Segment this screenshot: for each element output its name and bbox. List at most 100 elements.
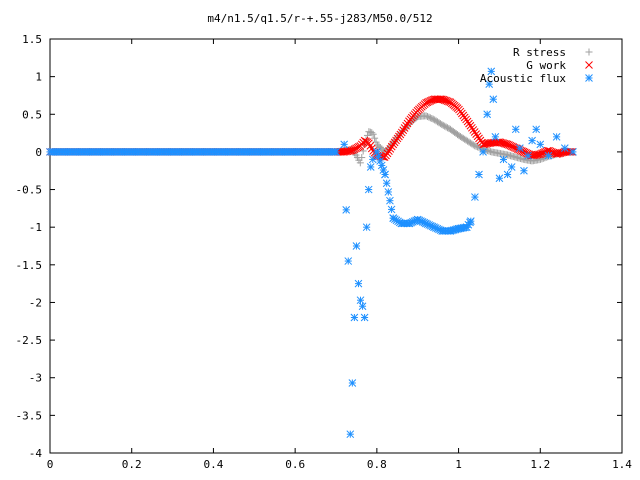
data-point [399, 126, 408, 135]
data-point [502, 140, 511, 148]
data-point [332, 148, 340, 156]
marker-stroke [376, 157, 384, 165]
data-point [524, 151, 532, 160]
marker-stroke [507, 163, 516, 171]
marker-stroke [350, 313, 359, 322]
data-point [499, 155, 508, 164]
legend-marker [585, 61, 593, 69]
data-point [469, 141, 477, 149]
marker-stroke [354, 279, 363, 288]
marker-stroke [403, 119, 412, 128]
marker-stroke [367, 144, 376, 153]
data-point [500, 139, 509, 148]
legend-label: R stress [513, 46, 566, 59]
data-point [553, 150, 562, 158]
data-point [544, 151, 553, 160]
data-point [356, 296, 365, 305]
data-point [386, 145, 395, 153]
marker-stroke [524, 151, 532, 160]
marker-stroke [518, 147, 526, 155]
marker-stroke [358, 302, 367, 311]
marker-stroke [500, 139, 509, 148]
data-point [520, 166, 528, 175]
data-point [440, 96, 449, 104]
data-point [495, 174, 504, 183]
marker-stroke [387, 142, 396, 151]
y-tick-label: -1.5 [16, 259, 43, 272]
y-tick-label: 1 [35, 71, 42, 84]
data-point [483, 110, 492, 119]
marker-stroke [506, 141, 515, 150]
data-point [429, 115, 437, 123]
marker-stroke [430, 223, 438, 232]
marker-stroke [400, 124, 409, 132]
y-tick-label: -1 [29, 221, 42, 234]
y-tick-label: 0.5 [22, 108, 42, 121]
marker-stroke [422, 219, 430, 228]
marker-stroke [499, 139, 508, 148]
marker-stroke [340, 140, 349, 149]
data-point [538, 155, 546, 163]
marker-stroke [397, 128, 406, 137]
axis-ticks [49, 38, 623, 454]
marker-stroke [528, 136, 536, 145]
data-point [425, 113, 433, 121]
data-point [471, 193, 479, 201]
marker-stroke [384, 188, 393, 196]
data-point [560, 144, 569, 152]
x-tick-label: 0 [47, 458, 54, 471]
data-point [381, 170, 389, 179]
data-point [367, 144, 376, 153]
marker-stroke [399, 126, 408, 135]
marker-stroke [479, 148, 487, 156]
data-point [498, 138, 506, 147]
y-tick-label: -3.5 [16, 409, 43, 422]
marker-stroke [425, 221, 434, 229]
data-point [444, 124, 452, 132]
marker-stroke [415, 216, 424, 225]
data-point [384, 188, 393, 196]
data-point [369, 130, 377, 138]
marker-stroke [489, 95, 498, 104]
marker-stroke [366, 142, 375, 150]
marker-stroke [365, 139, 373, 148]
marker-stroke [499, 155, 508, 164]
data-point [362, 223, 371, 232]
y-tick-label: -0.5 [16, 184, 43, 197]
y-tick-label: -2.5 [16, 334, 43, 347]
data-point [346, 146, 355, 155]
data-point [472, 142, 480, 150]
marker-stroke [373, 148, 381, 156]
data-point [442, 123, 450, 131]
data-point [507, 163, 516, 171]
data-point [536, 140, 545, 149]
marker-stroke [545, 146, 553, 155]
data-point [424, 113, 432, 121]
data-point [352, 242, 361, 250]
marker-stroke [366, 163, 375, 171]
marker-stroke [379, 166, 388, 174]
marker-stroke [533, 150, 542, 159]
marker-stroke [431, 224, 440, 232]
marker-stroke [360, 313, 369, 322]
chart-title: m4/n1.5/q1.5/r-+.55-j283/M50.0/512 [207, 12, 432, 25]
data-point [403, 119, 412, 128]
data-point [387, 205, 396, 214]
marker-stroke [383, 149, 392, 158]
data-point [371, 134, 379, 142]
marker-stroke [503, 170, 512, 179]
marker-stroke [471, 193, 479, 201]
marker-stroke [522, 149, 531, 157]
data-point [386, 196, 394, 205]
marker-stroke [466, 218, 474, 227]
marker-stroke [440, 96, 449, 104]
x-tick-labels: 0 0.2 0.4 0.6 0.8 1 1.2 1.4 [47, 458, 633, 471]
marker-stroke [356, 296, 365, 305]
data-point [474, 143, 482, 151]
y-tick-label: -4 [29, 447, 43, 460]
x-tick-label: 1.2 [530, 458, 550, 471]
data-point [436, 120, 444, 128]
y-tick-labels: 1.5 1 0.5 0 -0.5 -1 -1.5 -2 -2.5 -3 -3.5 -4 [16, 33, 43, 460]
data-point [397, 128, 406, 137]
data-point [528, 136, 536, 145]
